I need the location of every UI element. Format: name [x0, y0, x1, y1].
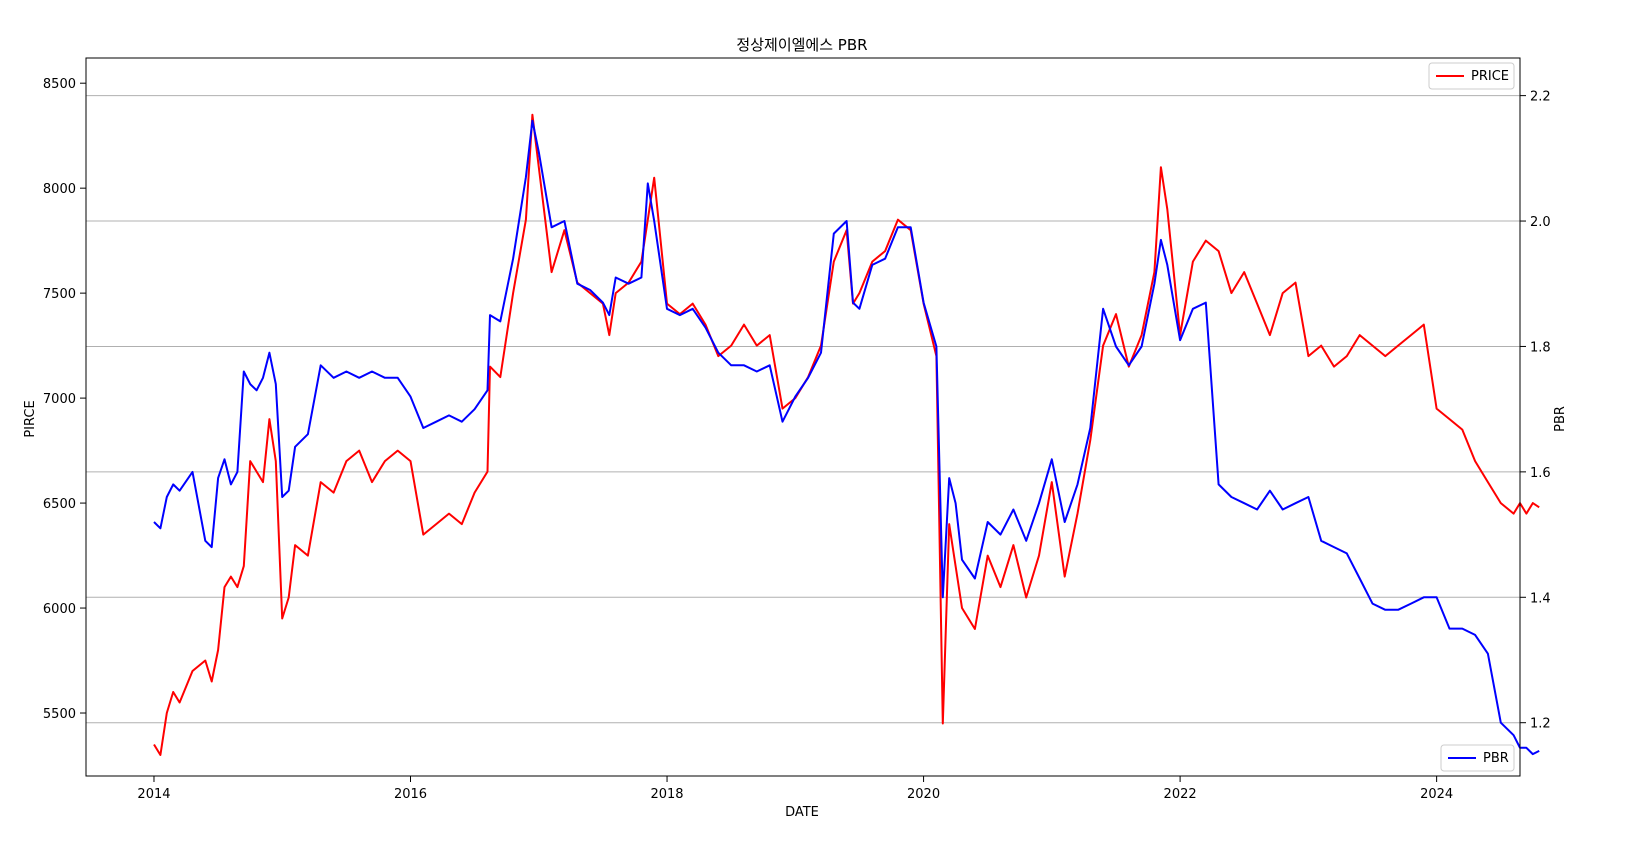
- legend-price: PRICE: [1428, 62, 1515, 90]
- y-left-tick-label: 8500: [43, 77, 76, 92]
- y-right-tick-label: 1.8: [1530, 340, 1551, 355]
- chart-title: 정상제이엘에스 PBR: [736, 36, 867, 54]
- plot-frame: [85, 57, 1521, 777]
- y-left-tick-label: 5500: [43, 707, 76, 722]
- series-layer: [153, 113, 1540, 756]
- y-right-tick-label: 2.2: [1530, 90, 1551, 105]
- y-right-tick-label: 1.4: [1530, 591, 1551, 606]
- y-right-tick-label: 2.0: [1530, 215, 1551, 230]
- y-right-tick-label: 1.2: [1530, 717, 1551, 732]
- series-line-pbr: [153, 119, 1540, 756]
- x-axis: 2014 2016 2018 2020 2022 2024: [137, 776, 1453, 802]
- y-axis-left: 5500 6000 6500 7000 7500 8000 8500: [43, 77, 86, 722]
- x-tick-label: 2022: [1164, 787, 1197, 802]
- y-axis-right-label: PBR: [1553, 406, 1568, 432]
- y-axis-left-label: PIRCE: [23, 400, 38, 437]
- y-left-tick-label: 6000: [43, 602, 76, 617]
- x-axis-label: DATE: [785, 805, 819, 820]
- y-axis-right: 1.2 1.4 1.6 1.8 2.0 2.2: [1520, 90, 1551, 732]
- x-tick-label: 2018: [650, 787, 683, 802]
- x-tick-label: 2016: [394, 787, 427, 802]
- x-tick-label: 2020: [907, 787, 940, 802]
- y-right-tick-label: 1.6: [1530, 466, 1551, 481]
- grid: [86, 95, 1520, 724]
- y-left-tick-label: 7000: [43, 392, 76, 407]
- y-left-tick-label: 8000: [43, 182, 76, 197]
- legend-pbr-label: PBR: [1483, 751, 1509, 766]
- x-tick-label: 2024: [1420, 787, 1453, 802]
- legend-price-label: PRICE: [1471, 69, 1509, 84]
- x-tick-label: 2014: [137, 787, 170, 802]
- legend-pbr: PBR: [1440, 744, 1515, 772]
- y-left-tick-label: 7500: [43, 287, 76, 302]
- y-left-tick-label: 6500: [43, 497, 76, 512]
